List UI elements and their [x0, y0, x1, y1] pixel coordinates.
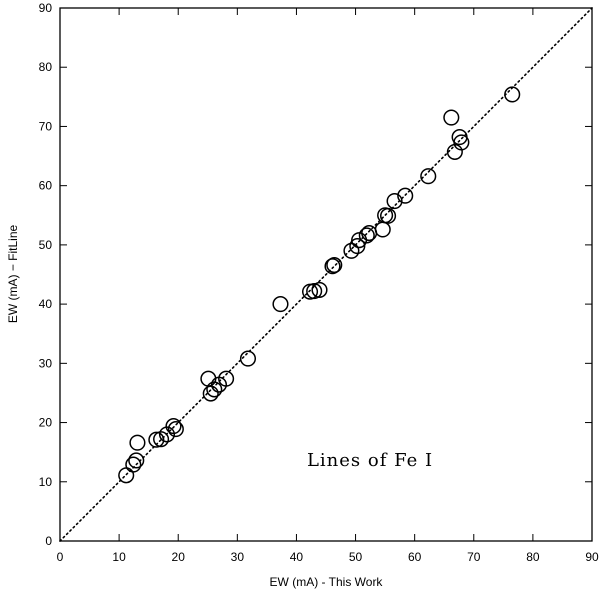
x-tick-label: 80	[526, 550, 540, 564]
x-tick-label: 40	[290, 550, 304, 564]
plot-area-frame	[59, 7, 593, 542]
data-points	[118, 86, 521, 484]
data-point	[453, 134, 470, 151]
data-point	[380, 207, 397, 224]
data-point	[129, 434, 146, 451]
data-point	[358, 227, 375, 244]
data-point	[202, 385, 219, 402]
y-tick-label: 30	[39, 356, 53, 370]
x-tick-label: 90	[585, 550, 599, 564]
data-point	[165, 418, 182, 435]
data-point	[326, 256, 343, 274]
data-point	[128, 452, 145, 469]
data-point	[504, 86, 521, 103]
data-point	[349, 238, 366, 255]
y-tick-label: 0	[45, 534, 52, 548]
y-tick-label: 40	[39, 297, 53, 311]
x-tick-label: 0	[57, 550, 64, 564]
y-tick-label: 80	[39, 60, 53, 74]
y-tick-label: 90	[39, 1, 53, 15]
x-tick-label: 10	[112, 550, 126, 564]
data-point	[272, 296, 289, 313]
data-point	[239, 350, 257, 367]
one-to-one-reference-line	[59, 7, 593, 542]
data-point	[311, 281, 328, 298]
data-point	[443, 109, 460, 126]
data-point	[153, 431, 170, 448]
x-axis-title: EW (mA) - This Work	[270, 575, 384, 589]
data-point	[324, 258, 341, 275]
data-point	[206, 381, 223, 398]
data-point	[306, 283, 323, 300]
data-point	[167, 421, 184, 438]
data-point	[343, 242, 360, 259]
data-point	[374, 221, 391, 238]
x-tick-label: 60	[408, 550, 422, 564]
x-tick-label: 30	[231, 550, 245, 564]
data-point	[218, 370, 235, 387]
y-tick-label: 60	[39, 179, 53, 193]
y-tick-label: 10	[39, 475, 53, 489]
data-point	[148, 431, 165, 448]
data-point	[386, 193, 403, 210]
x-tick-label: 50	[349, 550, 363, 564]
reference-line-layer	[59, 7, 593, 542]
data-point	[118, 467, 135, 484]
x-tick-label: 20	[172, 550, 186, 564]
data-point	[420, 168, 437, 185]
y-tick-label: 20	[39, 416, 53, 430]
tick-layer: 0 10 20 30 40 50 60 70 80 90 0 10 20 30 40 50 60 70 80 90	[39, 1, 599, 564]
y-tick-label: 50	[39, 238, 53, 252]
y-axis-title: EW (mA) − FitLine	[6, 225, 20, 324]
data-point	[125, 456, 142, 473]
y-tick-label: 70	[39, 119, 53, 133]
data-point	[200, 370, 217, 387]
chart-annotation: Lines of Fe I	[307, 450, 433, 471]
x-tick-label: 70	[467, 550, 481, 564]
data-point	[397, 187, 414, 204]
